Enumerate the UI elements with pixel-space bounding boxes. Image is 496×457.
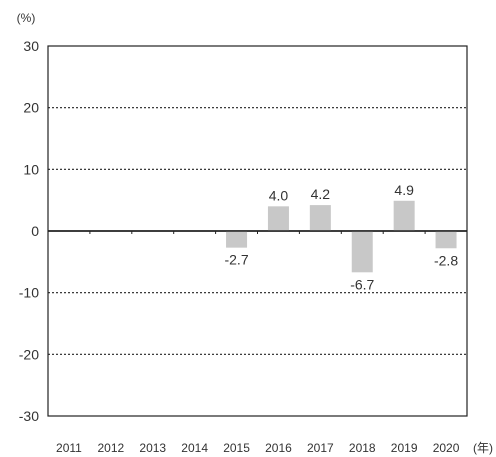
bar <box>393 200 415 231</box>
x-tick-label: 2013 <box>139 441 166 455</box>
y-tick-label: -20 <box>19 346 39 362</box>
bar <box>351 231 373 273</box>
x-tick-label: 2011 <box>56 441 82 455</box>
x-tick-label: 2020 <box>433 441 460 455</box>
data-labels: -2.7 4.0 4.2 -6.7 4.9 -2.8 <box>48 182 467 292</box>
x-tick-label: 2014 <box>181 441 208 455</box>
x-tick-labels: 2011 2012 2013 2014 2015 2016 2017 2018 2019 2020 <box>56 441 460 455</box>
y-axis-unit-label: (%) <box>17 11 36 25</box>
plot-area-frame <box>47 45 468 417</box>
x-tick-label: 2015 <box>223 441 250 455</box>
bars <box>226 200 457 273</box>
data-label: 4.0 <box>269 187 289 203</box>
x-tick-label: 2012 <box>97 441 124 455</box>
bar <box>309 205 331 231</box>
y-tick-label: 10 <box>23 161 39 177</box>
data-label: -6.7 <box>350 276 374 292</box>
y-tick-label: -30 <box>19 408 39 424</box>
y-tick-label: 20 <box>23 100 39 116</box>
bar <box>226 231 248 248</box>
y-tick-label: -10 <box>19 285 39 301</box>
data-label: -2.8 <box>434 252 458 268</box>
x-tick-label: 2019 <box>391 441 418 455</box>
x-tick-label: 2017 <box>307 441 334 455</box>
bar <box>267 206 289 231</box>
data-label: -2.7 <box>224 252 248 268</box>
x-tick-label: 2016 <box>265 441 292 455</box>
data-label: 4.2 <box>311 186 331 202</box>
x-axis-unit-label: (年) <box>473 441 493 455</box>
y-tick-label: 0 <box>31 223 39 239</box>
y-tick-labels: 30 20 10 0 -10 -20 -30 <box>19 38 39 424</box>
y-tick-label: 30 <box>23 38 39 54</box>
bar <box>435 231 457 249</box>
data-label: 4.9 <box>394 182 414 198</box>
x-tick-label: 2018 <box>349 441 376 455</box>
